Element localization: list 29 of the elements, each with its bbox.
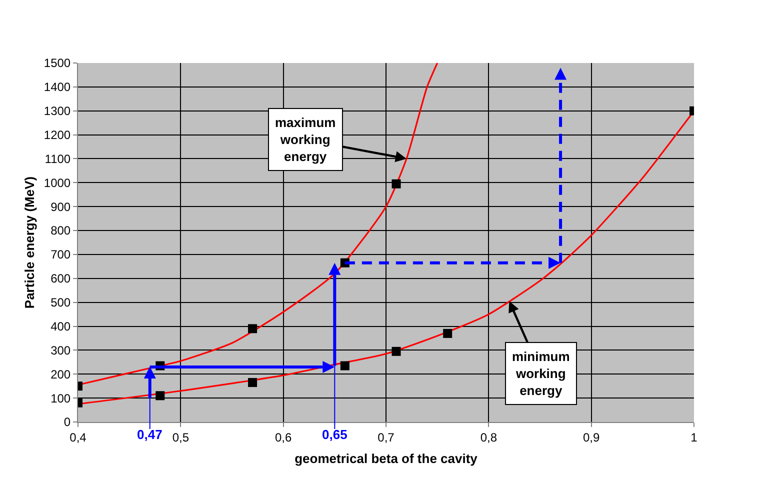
y-tick-label: 1200: [44, 128, 71, 142]
x-tick-label: 0,9: [582, 430, 600, 444]
y-tick-label: 100: [50, 391, 71, 406]
y-axis-title: Particle energy (MeV): [22, 176, 37, 309]
y-tick-label: 1300: [44, 104, 71, 118]
y-tick-label: 500: [50, 296, 71, 310]
x-tick-label: 1: [690, 430, 698, 444]
ref-line-label: 0,65: [322, 427, 348, 442]
annotation: minimum working energy: [512, 349, 570, 398]
x-tick-label: 0,4: [70, 430, 87, 444]
x-tick-label: 0,7: [378, 430, 395, 444]
y-tick-label: 1000: [44, 176, 71, 190]
y-tick-label: 900: [50, 200, 71, 214]
y-tick-label: 200: [50, 367, 71, 382]
y-tick-label: 600: [50, 272, 71, 286]
y-tick-label: 300: [50, 343, 71, 358]
ref-line-label: 0,47: [137, 427, 162, 442]
y-tick-label: 800: [50, 224, 71, 238]
x-tick-label: 0,6: [274, 430, 292, 444]
x-tick-label: 0,5: [172, 430, 190, 444]
y-tick-label: 1500: [44, 56, 71, 70]
x-tick-label: 0,8: [480, 430, 498, 444]
y-tick-label: 400: [50, 319, 71, 334]
annotation: maximum working energy: [275, 115, 336, 164]
y-tick-label: 0: [64, 415, 71, 430]
x-axis-title: geometrical beta of the cavity: [294, 451, 478, 466]
y-tick-label: 1400: [44, 80, 71, 94]
y-tick-label: 1100: [44, 152, 71, 166]
y-tick-label: 700: [50, 248, 71, 262]
